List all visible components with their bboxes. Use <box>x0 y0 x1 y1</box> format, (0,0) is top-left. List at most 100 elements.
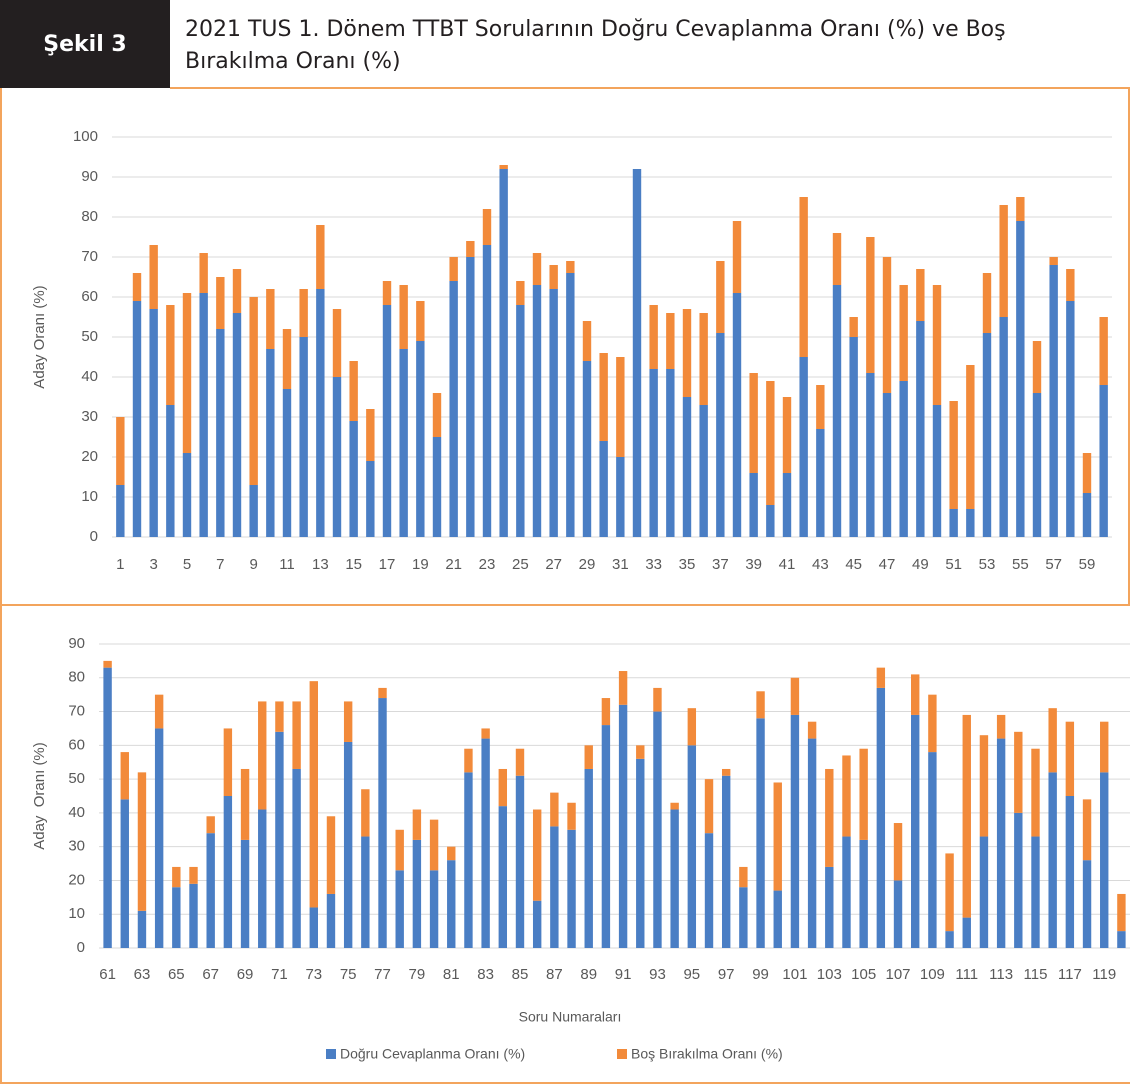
x-tick-label: 107 <box>886 966 911 983</box>
x-tick-label: 71 <box>271 966 288 983</box>
x-tick-label: 17 <box>379 556 396 573</box>
bar-segment <box>429 870 439 948</box>
bar-segment <box>395 829 404 871</box>
bar-segment <box>232 269 242 313</box>
bar-segment <box>464 748 473 773</box>
bar-segment <box>1031 748 1040 837</box>
bar-segment <box>154 728 164 948</box>
x-tick-label: 59 <box>1079 556 1096 573</box>
bar-segment <box>982 273 992 333</box>
bar-segment <box>966 509 975 537</box>
bar-segment <box>616 357 625 457</box>
bar-segment <box>516 305 525 537</box>
bar-segment <box>429 819 439 871</box>
bar-segment <box>166 405 175 537</box>
bar-segment <box>866 373 875 537</box>
bar-segment <box>216 277 225 329</box>
x-tick-label: 75 <box>340 966 357 983</box>
bar-segment <box>149 245 158 309</box>
x-tick-label: 37 <box>712 556 729 573</box>
bar-segment <box>206 833 215 948</box>
bar-segment <box>876 667 886 688</box>
bar-segment <box>449 281 458 537</box>
bar-segment <box>999 317 1008 537</box>
bar-segment <box>1049 265 1058 537</box>
bar-segment <box>515 775 525 948</box>
bar-segment <box>361 789 370 837</box>
bar-segment <box>756 718 765 948</box>
bar-segment <box>482 209 492 245</box>
bar-segment <box>1082 799 1092 861</box>
bar-segment <box>1032 393 1042 537</box>
bar-segment <box>432 437 442 537</box>
x-tick-label: 81 <box>443 966 460 983</box>
bar-segment <box>699 313 708 405</box>
x-tick-label: 33 <box>645 556 662 573</box>
bar-segment <box>928 752 937 948</box>
bar-segment <box>498 768 508 807</box>
x-tick-label: 119 <box>1092 966 1116 983</box>
bar-segment <box>216 329 225 537</box>
bar-segment <box>137 910 147 948</box>
bar-segment <box>182 293 192 453</box>
bar-segment <box>849 317 858 337</box>
bar-segment <box>799 197 808 357</box>
bar-segment <box>361 836 370 948</box>
y-tick-label: 40 <box>81 368 98 385</box>
x-tick-label: 19 <box>412 556 429 573</box>
bar-segment <box>449 257 458 281</box>
bar-segment <box>1048 772 1057 948</box>
bar-segment <box>766 505 775 537</box>
bar-segment <box>666 313 675 369</box>
bar-segment <box>1066 301 1075 537</box>
legend-swatch <box>326 1049 336 1059</box>
bar-segment <box>582 321 592 361</box>
x-tick-label: 67 <box>202 966 219 983</box>
bar-segment <box>749 373 758 473</box>
bar-segment <box>1099 385 1108 537</box>
x-tick-label: 41 <box>779 556 796 573</box>
bar-segment <box>275 701 284 732</box>
bar-segment <box>866 237 875 373</box>
y-tick-label: 90 <box>81 168 98 185</box>
legend-swatch <box>617 1049 627 1059</box>
bar-segment <box>636 758 645 948</box>
x-tick-label: 117 <box>1058 966 1082 983</box>
bar-segment <box>911 674 920 715</box>
x-axis-label: Soru Numaraları <box>519 1009 622 1025</box>
bar-segment <box>199 253 208 293</box>
bar-segment <box>481 738 490 948</box>
bar-segment <box>670 809 679 948</box>
bar-segment <box>103 660 112 668</box>
bar-segment <box>189 866 198 884</box>
bar-segment <box>899 285 908 381</box>
bar-segment <box>549 265 558 289</box>
y-tick-label: 20 <box>68 871 85 888</box>
bar-segment <box>893 880 903 948</box>
bar-segment <box>716 261 725 333</box>
bar-segment <box>584 745 593 769</box>
x-tick-label: 85 <box>512 966 529 983</box>
x-tick-label: 89 <box>580 966 597 983</box>
x-tick-label: 25 <box>512 556 529 573</box>
bar-segment <box>996 714 1006 739</box>
y-tick-label: 20 <box>81 448 98 465</box>
bar-segment <box>949 509 958 537</box>
bar-segment <box>516 281 525 305</box>
bar-segment <box>447 846 456 861</box>
legend-label: Boş Bırakılma Oranı (%) <box>631 1046 783 1062</box>
bar-segment <box>1031 836 1040 948</box>
bar-segment <box>782 397 792 473</box>
bar-segment <box>649 305 658 369</box>
bar-segment <box>223 728 233 796</box>
x-tick-label: 61 <box>99 966 116 983</box>
bar-segment <box>859 748 868 840</box>
bar-segment <box>1065 721 1075 796</box>
x-tick-label: 73 <box>305 966 322 983</box>
bar-segment <box>945 931 954 948</box>
bar-segment <box>447 860 456 948</box>
figure-label: Şekil 3 <box>0 0 170 88</box>
bar-segment <box>699 405 708 537</box>
bar-segment <box>704 779 714 834</box>
bar-segment <box>550 792 559 827</box>
